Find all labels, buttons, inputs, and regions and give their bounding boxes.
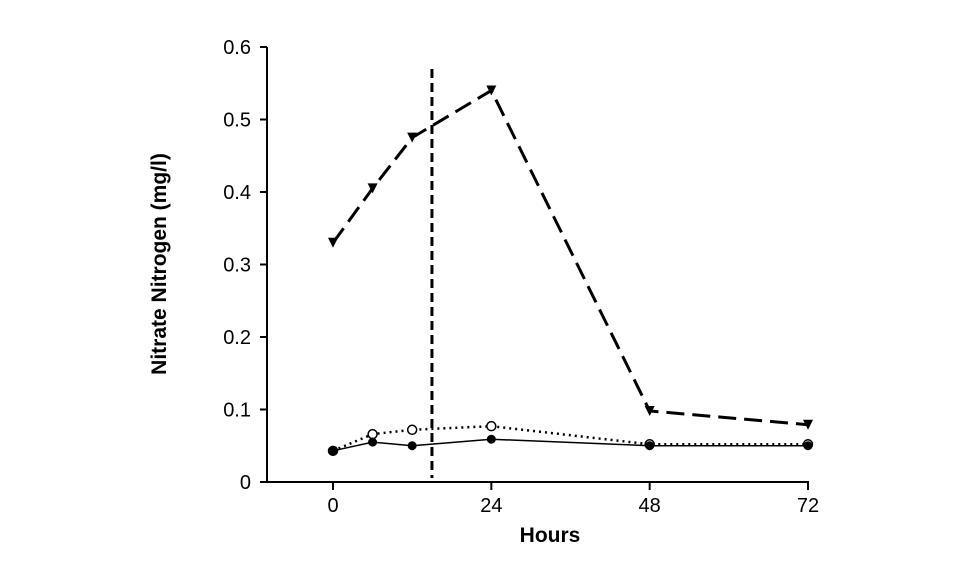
y-tick-label: 0 <box>240 472 251 494</box>
series-1 <box>327 420 814 457</box>
x-tick-label: 0 <box>327 495 338 517</box>
data-point-open-circle <box>406 424 418 436</box>
data-point-triangle <box>328 237 338 248</box>
data-point-triangle <box>644 405 655 416</box>
y-tick-label: 0.6 <box>223 37 251 59</box>
data-point-open-circle <box>486 420 497 432</box>
series-0 <box>328 85 813 430</box>
y-tick-label: 0.4 <box>223 182 251 204</box>
data-point-triangle <box>486 85 497 96</box>
x-tick-label: 48 <box>639 495 661 517</box>
data-point-filled-circle <box>803 441 813 451</box>
data-point-triangle <box>407 132 418 143</box>
data-point-filled-circle <box>486 434 496 444</box>
series-2 <box>328 434 813 456</box>
data-point-triangle <box>367 183 378 194</box>
y-tick-label: 0.5 <box>223 110 251 132</box>
series-line <box>332 424 808 452</box>
data-point-filled-circle <box>645 441 655 451</box>
x-tick-label: 24 <box>480 495 502 517</box>
data-point-triangle <box>803 419 813 430</box>
data-point-open-circle <box>367 428 378 440</box>
y-tick-label: 0.3 <box>223 255 251 277</box>
data-point-filled-circle <box>407 441 417 451</box>
series-group <box>327 85 814 457</box>
series-line <box>331 88 809 427</box>
data-point-filled-circle <box>368 437 378 447</box>
y-axis-label: Nitrate Nitrogen (mg/l) <box>148 153 171 375</box>
x-tick-label: 72 <box>797 495 819 517</box>
y-tick-label: 0.1 <box>223 400 251 422</box>
data-point-filled-circle <box>328 446 338 456</box>
x-axis-label: Hours <box>520 524 581 547</box>
y-tick-label: 0.2 <box>223 327 251 349</box>
ticks: 0 0.1 0.2 0.3 0.4 0.5 0.6 0 24 48 72 <box>223 37 819 517</box>
series-line <box>332 438 808 452</box>
